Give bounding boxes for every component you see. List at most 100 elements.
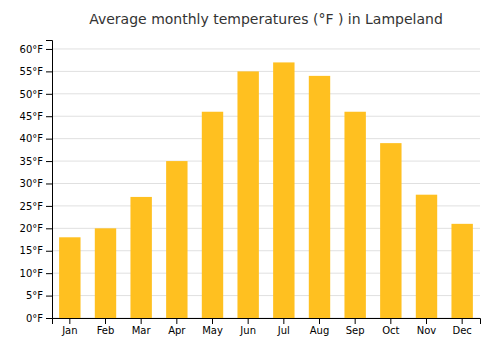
y-tick-mark <box>46 318 52 319</box>
y-tick: 60°F <box>20 44 52 55</box>
x-tick-label: Oct <box>382 325 399 336</box>
x-tick-label: Dec <box>452 325 471 336</box>
y-tick: 10°F <box>20 268 52 279</box>
y-tick-label: 10°F <box>20 268 44 279</box>
y-tick: 40°F <box>20 133 52 144</box>
grid-line <box>52 93 480 94</box>
x-tick: Oct <box>382 318 399 336</box>
y-tick-label: 20°F <box>20 223 44 234</box>
x-tick-label: Sep <box>346 325 365 336</box>
x-tick: Nov <box>417 318 437 336</box>
grid <box>52 49 480 318</box>
x-tick-mark <box>462 318 463 324</box>
y-tick-mark <box>46 183 52 184</box>
x-tick-mark <box>426 318 427 324</box>
y-tick-label: 45°F <box>20 111 44 122</box>
x-axis-line <box>53 319 481 325</box>
x-tick-mark <box>212 318 213 324</box>
y-tick: 45°F <box>20 111 52 122</box>
y-tick-mark <box>46 296 52 297</box>
y-tick-label: 55°F <box>20 66 44 77</box>
y-tick: 55°F <box>20 66 52 77</box>
y-tick-mark <box>46 228 52 229</box>
x-tick-label: Nov <box>417 325 437 336</box>
x-tick: Apr <box>168 318 186 336</box>
x-axis: Jan Feb Mar Apr May Jun Jul Aug Sep Oct Nov Dec <box>53 318 481 336</box>
x-tick-mark <box>248 318 249 324</box>
x-tick-label: Apr <box>168 325 186 336</box>
y-tick-mark <box>46 161 52 162</box>
x-tick-mark <box>283 318 284 324</box>
grid-line <box>52 48 480 49</box>
x-tick-mark <box>141 318 142 324</box>
y-tick-mark <box>46 116 52 117</box>
y-tick-mark <box>46 273 52 274</box>
chart: 0°F 5°F 10°F 15°F 20°F 25°F 30°F 35°F 40°F 45°F 50… <box>0 0 500 350</box>
x-tick: Sep <box>346 318 365 336</box>
x-tick: Dec <box>452 318 471 336</box>
y-tick-label: 25°F <box>20 201 44 212</box>
y-tick-mark <box>46 49 52 50</box>
bar <box>237 71 258 318</box>
y-tick: 25°F <box>20 201 52 212</box>
plot: 0°F 5°F 10°F 15°F 20°F 25°F 30°F 35°F 40°F 45°F 50… <box>20 41 481 337</box>
y-axis-line <box>46 41 53 319</box>
x-tick-mark <box>390 318 391 324</box>
x-tick-mark <box>69 318 70 324</box>
y-tick-label: 15°F <box>20 245 44 256</box>
bars <box>59 62 473 318</box>
x-tick-mark <box>176 318 177 324</box>
y-tick: 0°F <box>26 313 52 324</box>
bar <box>344 112 365 318</box>
grid-line <box>52 161 480 162</box>
y-tick-label: 35°F <box>20 156 44 167</box>
y-tick-label: 5°F <box>26 290 43 301</box>
grid-line <box>52 183 480 184</box>
y-tick: 20°F <box>20 223 52 234</box>
x-tick-mark <box>355 318 356 324</box>
y-tick: 50°F <box>20 89 52 100</box>
bar <box>380 143 401 318</box>
x-tick: Feb <box>97 318 115 336</box>
bar <box>309 76 330 318</box>
bar <box>166 161 187 318</box>
x-tick-label: Jul <box>277 325 290 336</box>
x-tick-label: Jan <box>61 325 77 336</box>
y-tick-label: 60°F <box>20 44 44 55</box>
y-tick-mark <box>46 94 52 95</box>
y-tick-mark <box>46 71 52 72</box>
y-tick-label: 50°F <box>20 89 44 100</box>
y-tick-label: 0°F <box>26 313 43 324</box>
bar <box>130 197 151 318</box>
grid-line <box>52 116 480 117</box>
y-tick-mark <box>46 139 52 140</box>
x-tick-label: Feb <box>97 325 115 336</box>
bar <box>59 237 80 318</box>
x-tick-label: Mar <box>132 325 152 336</box>
y-tick-label: 40°F <box>20 133 44 144</box>
x-tick-mark <box>105 318 106 324</box>
bar <box>202 112 223 318</box>
y-tick-mark <box>46 251 52 252</box>
x-tick: Jun <box>239 318 256 336</box>
grid-line <box>52 138 480 139</box>
x-tick: Jan <box>61 318 77 336</box>
title: Average monthly temperatures (°F ) in La… <box>89 11 443 27</box>
x-tick-label: Aug <box>310 325 330 336</box>
y-tick: 35°F <box>20 156 52 167</box>
y-tick: 30°F <box>20 178 52 189</box>
x-tick-label: May <box>202 325 223 336</box>
bar <box>416 195 437 318</box>
x-tick: Jul <box>277 318 290 336</box>
y-tick-label: 30°F <box>20 178 44 189</box>
bar <box>273 62 294 318</box>
x-tick-mark <box>319 318 320 324</box>
x-tick-label: Jun <box>239 325 256 336</box>
y-tick: 5°F <box>26 290 52 301</box>
y-tick-mark <box>46 206 52 207</box>
x-tick: Aug <box>310 318 330 336</box>
y-tick: 15°F <box>20 245 52 256</box>
x-tick: Mar <box>132 318 152 336</box>
grid-line <box>52 71 480 72</box>
x-tick: May <box>202 318 223 336</box>
